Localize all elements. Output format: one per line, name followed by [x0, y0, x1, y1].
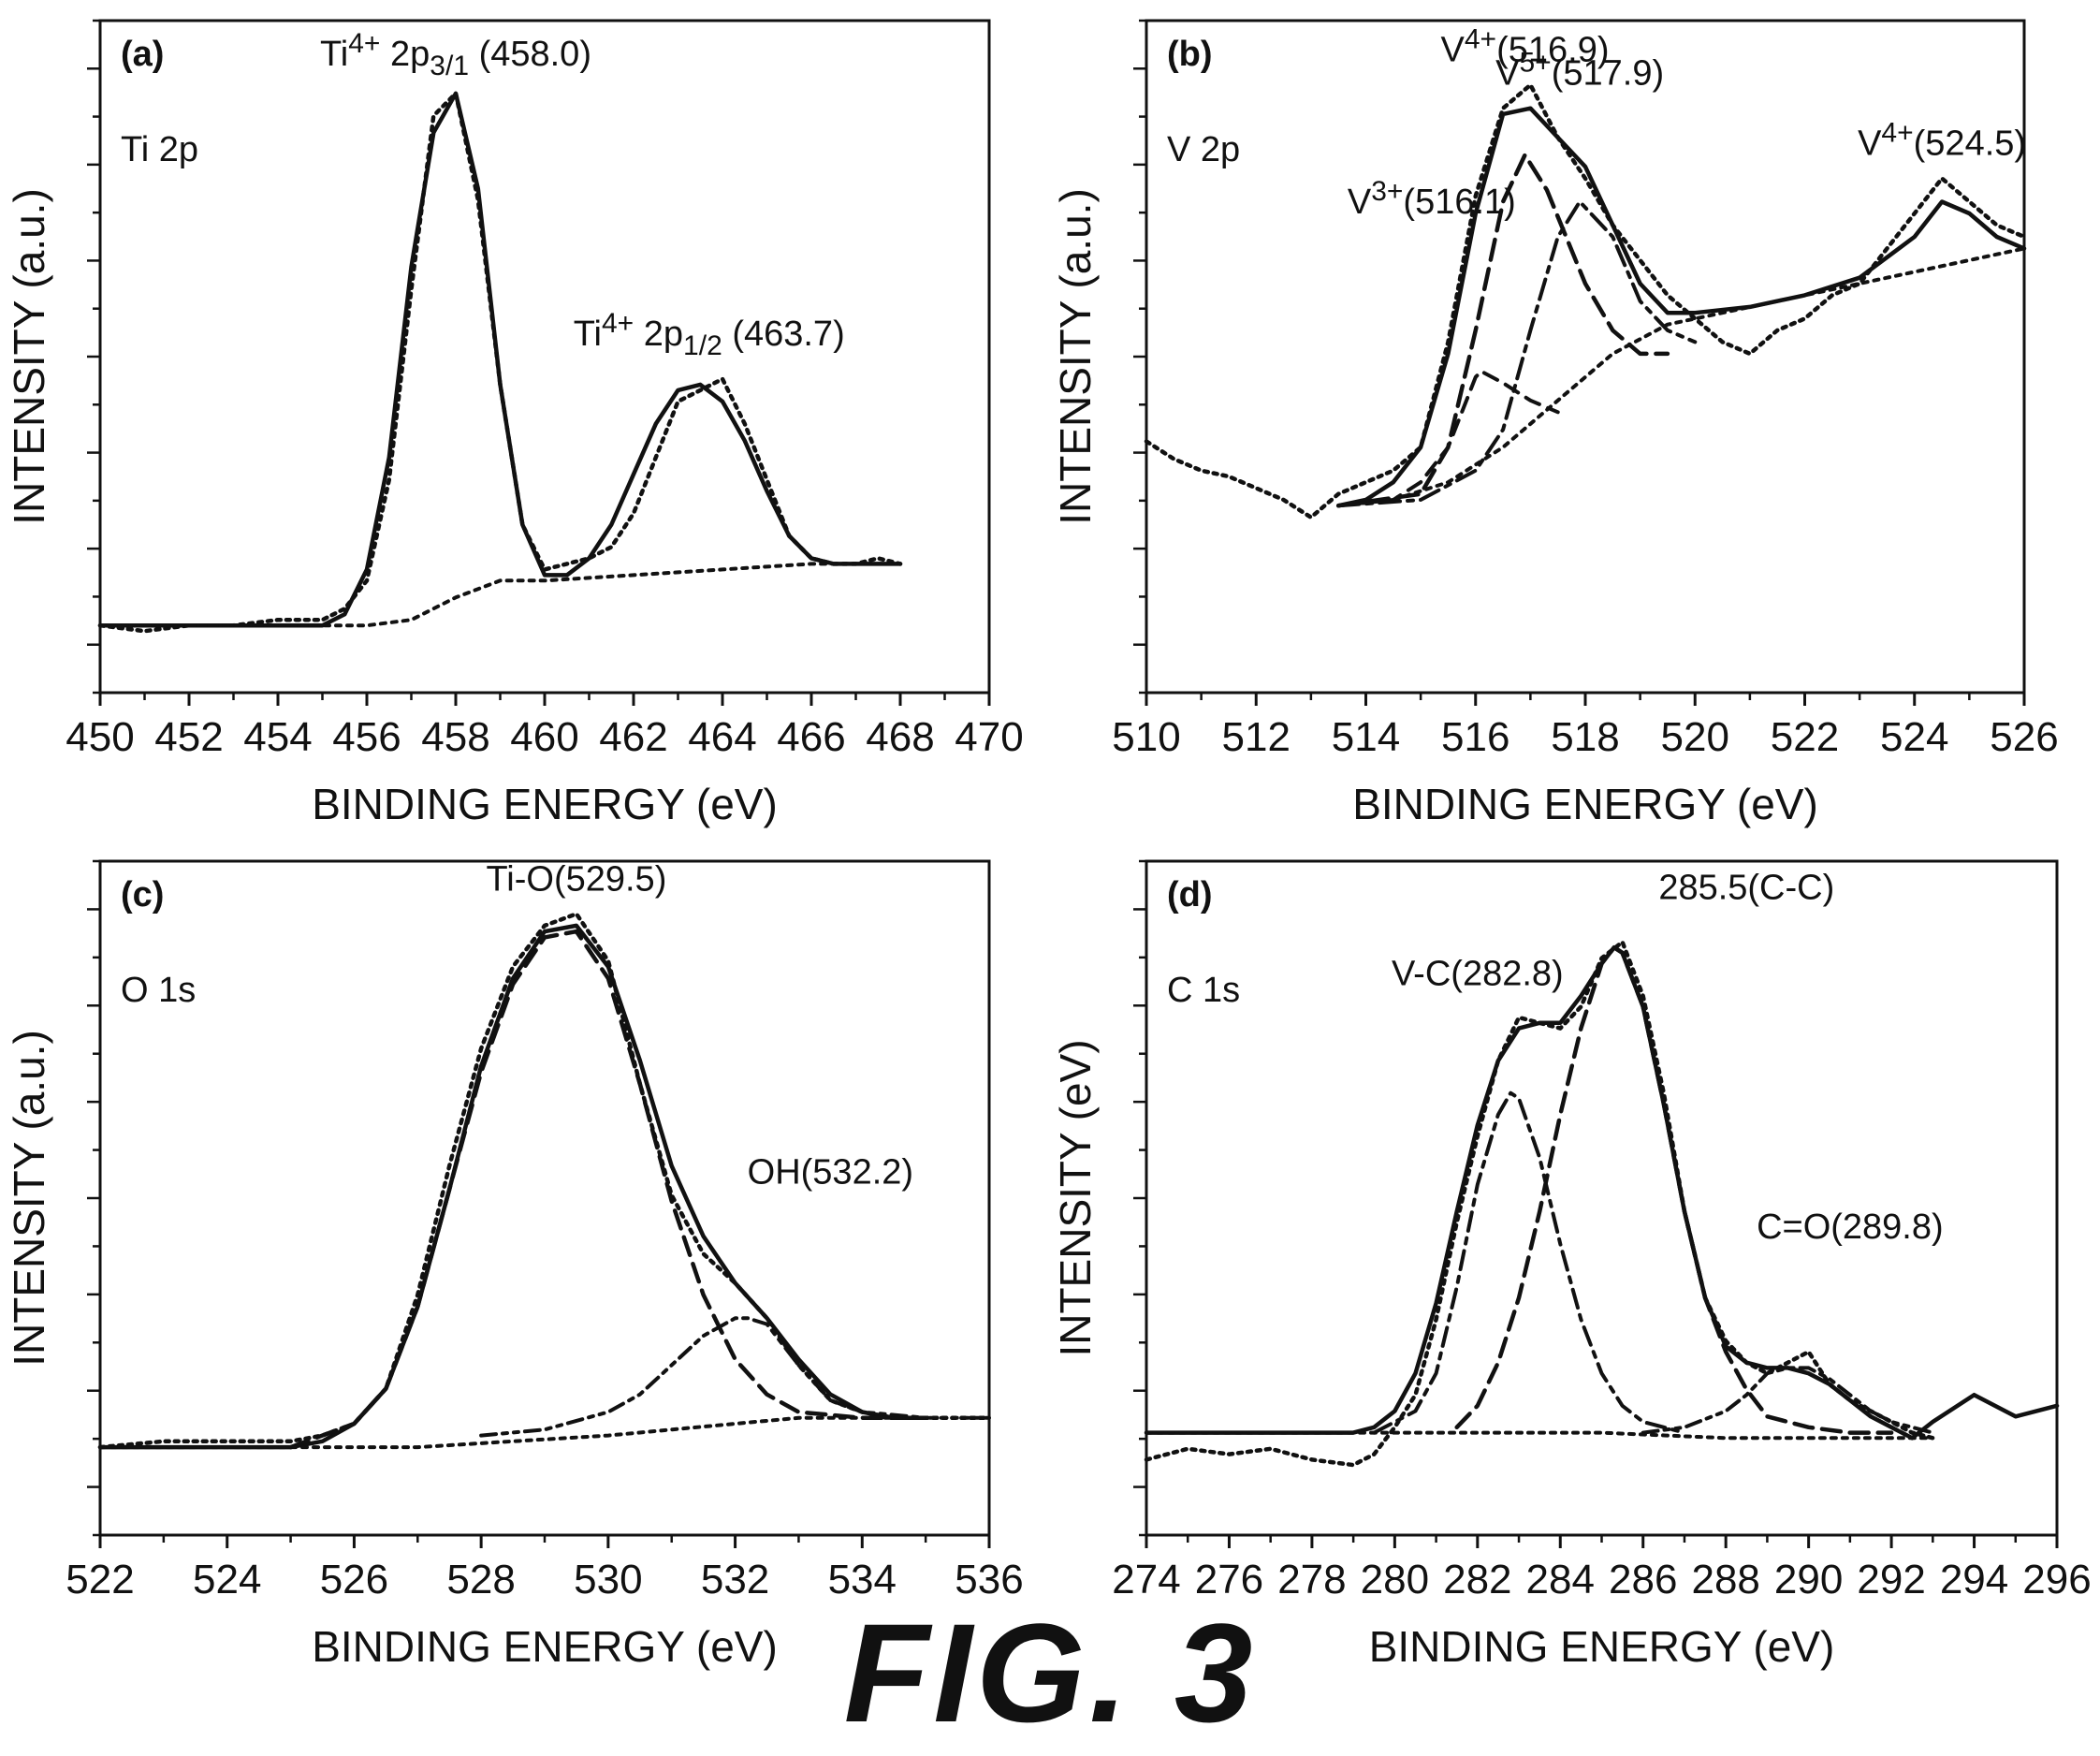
- x-tick-label: 286: [1609, 1557, 1677, 1602]
- series-component-CO: [1641, 1366, 1935, 1435]
- panel-c: 522 524 526 528 530 532 534 536 BINDING ENERGY (…: [5, 859, 1024, 1671]
- x-tick-label: 296: [2022, 1557, 2091, 1602]
- plot-frame: [98, 859, 991, 1537]
- panel-letter: (d): [1167, 875, 1213, 915]
- x-tick-label: 294: [1940, 1557, 2008, 1602]
- x-tick-label: 524: [193, 1557, 261, 1602]
- peak-annotation: V5+(517.9): [1495, 48, 1664, 94]
- peak-annotation: V-C(282.8): [1392, 954, 1564, 993]
- x-tick-label: 460: [510, 714, 578, 760]
- series-component-V3+: [1336, 369, 1560, 508]
- x-tick-label: 276: [1195, 1557, 1263, 1602]
- series-component-TiO: [288, 929, 928, 1450]
- peak-annotation: V3+(516.1): [1348, 176, 1516, 222]
- x-tick-label: 520: [1661, 714, 1729, 760]
- x-tick-label: 452: [154, 714, 223, 760]
- x-tick-label: 528: [446, 1557, 515, 1602]
- panel-letter: (a): [121, 35, 164, 74]
- x-tick-label: 516: [1441, 714, 1509, 760]
- plot-frame: [98, 19, 991, 695]
- series-component-V5+: [1336, 199, 1698, 508]
- x-tick-label: 464: [688, 714, 756, 760]
- x-tick-label: 514: [1332, 714, 1400, 760]
- series-component-OH: [479, 1316, 928, 1438]
- x-tick-label: 462: [599, 714, 667, 760]
- series-background: [98, 1415, 991, 1450]
- x-tick-label: 288: [1691, 1557, 1759, 1602]
- x-axis-label: BINDING ENERGY (eV): [312, 780, 778, 828]
- x-tick-label: 530: [574, 1557, 642, 1602]
- peak-annotation: 285.5(C-C): [1658, 868, 1834, 907]
- x-tick-label: 470: [955, 714, 1023, 760]
- series-background: [1145, 1430, 1935, 1441]
- x-tick-label: 534: [828, 1557, 897, 1602]
- series-fit: [1335, 106, 2027, 508]
- element-label: V 2p: [1167, 130, 1240, 169]
- x-tick-label: 280: [1361, 1557, 1429, 1602]
- peak-annotation: Ti4+ 2p3/1 (458.0): [320, 28, 591, 81]
- y-axis-label: INTENSITY (eV): [1051, 1039, 1100, 1356]
- x-tick-label: 290: [1774, 1557, 1843, 1602]
- peak-annotation: C=O(289.8): [1757, 1207, 1944, 1247]
- x-tick-label: 526: [1990, 714, 2058, 760]
- x-tick-label: 468: [866, 714, 934, 760]
- series-component-CC: [1454, 944, 1894, 1435]
- x-tick-label: 522: [1771, 714, 1839, 760]
- x-tick-label: 274: [1112, 1557, 1180, 1602]
- series-component-VC: [1372, 1090, 1686, 1435]
- x-tick-label: 292: [1857, 1557, 1925, 1602]
- x-tick-label: 536: [955, 1557, 1023, 1602]
- y-axis-label: INTENSITY (a.u.): [5, 188, 53, 525]
- peak-annotation: OH(532.2): [748, 1152, 913, 1192]
- x-tick-label: 450: [66, 714, 134, 760]
- series-fit: [1144, 944, 2060, 1441]
- series-background: [1336, 246, 2026, 508]
- element-label: O 1s: [121, 971, 196, 1010]
- panel-letter: (c): [121, 875, 164, 915]
- series-raw: [1144, 82, 2027, 519]
- x-tick-label: 458: [421, 714, 489, 760]
- peak-annotation: Ti-O(529.5): [486, 859, 666, 899]
- panel-b: 510 512 514 516 518 520 522 524 526 BINDING ENERG…: [1051, 19, 2059, 828]
- x-tick-label: 524: [1880, 714, 1948, 760]
- panel-letter: (b): [1167, 35, 1213, 74]
- x-tick-label: 454: [243, 714, 312, 760]
- x-axis-label: BINDING ENERGY (eV): [1352, 780, 1818, 828]
- x-axis-label: BINDING ENERGY (eV): [312, 1622, 778, 1671]
- y-axis-label: INTENSITY (a.u.): [5, 1030, 53, 1367]
- x-tick-label: 278: [1277, 1557, 1346, 1602]
- x-tick-label: 456: [332, 714, 401, 760]
- peak-annotation: Ti4+ 2p1/2 (463.7): [574, 308, 845, 361]
- series-raw: [97, 91, 903, 634]
- peak-annotation: V4+(524.5): [1858, 118, 2026, 164]
- x-tick-label: 282: [1443, 1557, 1511, 1602]
- panel-a: 450 452 454 456 458 460 462 464 466 468 470 BINDING…: [5, 19, 1024, 828]
- figure-caption: FIG. 3: [843, 1594, 1257, 1751]
- series-component-V4+: [1335, 153, 1670, 508]
- x-axis-label: BINDING ENERGY (eV): [1369, 1622, 1835, 1671]
- series-fit: [97, 91, 903, 628]
- panel-d: 274 276 278 280 282 284 286 288 290 292 294 296 BIND…: [1051, 859, 2092, 1671]
- element-label: C 1s: [1167, 971, 1240, 1010]
- x-tick-label: 518: [1551, 714, 1619, 760]
- y-axis-label: INTENSITY (a.u.): [1051, 188, 1100, 525]
- series-background: [98, 562, 902, 628]
- x-tick-label: 526: [320, 1557, 388, 1602]
- element-label: Ti 2p: [121, 130, 198, 169]
- peak-annotation: V4+(516.9): [1441, 24, 1610, 70]
- x-tick-label: 284: [1526, 1557, 1595, 1602]
- x-tick-label: 522: [66, 1557, 134, 1602]
- x-tick-label: 466: [777, 714, 845, 760]
- x-tick-label: 512: [1222, 714, 1291, 760]
- x-tick-label: 510: [1112, 714, 1180, 760]
- x-tick-label: 532: [701, 1557, 769, 1602]
